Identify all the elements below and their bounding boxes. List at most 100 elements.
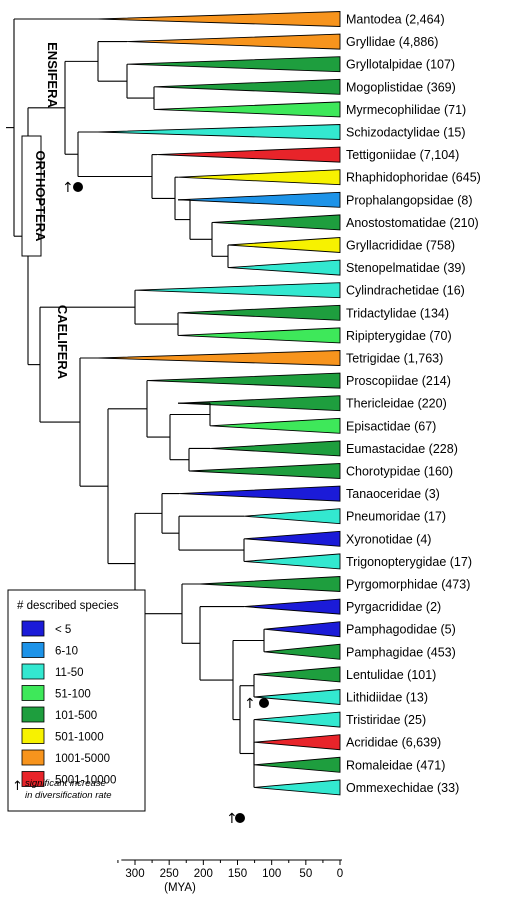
clade-triangle [146,372,341,389]
clade-labels: Mantodea (2,464) Gryllidae (4,886) Gryllot… [346,13,481,795]
clade-label: Thericleidae (220) [346,397,447,411]
legend-arrow-icon: ↑ [12,779,23,794]
tree-branches [6,18,265,788]
clade-triangle [243,508,341,525]
clade-triangle [177,327,341,344]
clade-triangle [243,553,341,570]
clade-label: Mogoplistidae (369) [346,80,456,94]
clade-triangle [253,779,341,796]
clade-triangle [253,666,341,683]
time-axis: 300 250 200 150 100 50 0 [117,859,343,880]
legend-swatch-label: 11-50 [55,667,84,679]
legend-items: < 5 6-10 11-50 51-100 101-500 501-1000 1001-50… [21,620,116,787]
axis-tick-label: 150 [228,868,247,880]
rate-shift-markers: ↑ ↑ ↑ [62,180,269,827]
axis-unit-label: (MYA) [164,882,196,894]
legend-swatch [21,706,45,723]
clade-triangle [177,395,341,412]
clade-triangle [153,101,341,118]
clade-label: Prophalangopsidae (8) [346,193,472,207]
legend-swatch [21,620,45,637]
legend-swatch [21,663,45,680]
legend-swatch-label: 501-1000 [55,732,104,744]
clade-triangle [243,530,341,547]
axis-tick-label: 300 [125,868,144,880]
clade-triangle [211,214,341,231]
clade-triangle [263,621,341,638]
clade-triangles [97,11,341,796]
clade-triangle [177,169,341,186]
clade-label: Gryllotalpidae (107) [346,58,455,72]
clade-triangle [177,191,341,208]
clade-label: Stenopelmatidae (39) [346,261,466,275]
clade-triangle [177,304,341,321]
orthoptera-box [21,135,42,257]
clade-triangle [199,576,341,592]
clade-label: Proscopiidae (214) [346,374,451,388]
clade-label: Trigonopterygidae (17) [346,555,472,569]
legend-swatch-label: 51-100 [55,689,91,701]
clade-label: Pyrgacrididae (2) [346,600,441,614]
clade-label: Cylindrachetidae (16) [346,284,465,298]
clade-triangle [126,33,341,50]
clade-triangle [253,711,341,728]
clade-triangle [156,146,341,163]
clade-triangle [263,643,341,660]
legend-swatch-label: 5001-10000 [55,775,116,787]
axis-tick-label: 100 [262,868,281,880]
clade-label: Gryllidae (4,886) [346,35,438,49]
legend-title: # described species [17,600,119,612]
clade-label: Pamphagodidae (5) [346,623,456,637]
clade-label: Tanaoceridae (3) [346,487,440,501]
clade-triangle [227,237,341,253]
clade-triangle [126,56,341,73]
rate-shift-arrow-icon: ↑ [62,180,74,196]
legend-note-line2: in diversification rate [25,790,112,801]
clade-label: Lentulidae (101) [346,668,436,682]
clade-label: Pamphagidae (453) [346,645,456,659]
legend-swatch-label: 1001-5000 [55,753,110,765]
clade-label: Xyronotidae (4) [346,532,431,546]
legend-note-line1: significant increase [25,778,106,789]
legend-swatch-label: < 5 [55,624,71,636]
rate-shift-dot [73,182,83,192]
legend-swatch [21,728,45,744]
clade-label: Rhaphidophoridae (645) [346,171,481,185]
clade-triangle [97,350,341,366]
clade-label: Schizodactylidae (15) [346,126,466,140]
rate-shift-dot [259,698,269,708]
clade-label: Romaleidae (471) [346,758,445,772]
caelifera-label: CAELIFERA [55,305,70,380]
legend-swatch [21,749,45,766]
clade-label: Ripipterygidae (70) [346,329,452,343]
clade-triangle [253,734,341,751]
clade-triangle [188,463,341,479]
species-legend: # described species < 5 6-10 11-50 51-100 10… [7,589,146,812]
rate-shift-arrow-icon: ↑ [226,811,238,827]
clade-triangle [253,756,341,773]
legend-swatch [21,685,45,701]
clade-label: Lithidiidae (13) [346,691,428,705]
clade-triangle [178,485,341,502]
clade-triangle [227,259,341,276]
legend-swatch-label: 101-500 [55,710,97,722]
clade-triangle [209,417,341,434]
clade-label: Tettigoniidae (7,104) [346,148,459,162]
orthoptera-label: ORTHOPTERA [33,151,48,243]
axis-tick-label: 250 [160,868,179,880]
clade-triangle [209,440,341,457]
rate-shift-dot [235,813,245,823]
legend-swatch [21,771,45,787]
axis-tick-label: 0 [337,868,343,880]
axis-tick-label: 50 [299,868,312,880]
legend-swatch [21,642,45,658]
clade-triangle [253,689,341,705]
clade-triangle [97,11,341,27]
clade-label: Anostostomatidae (210) [346,216,479,230]
clade-label: Episactidae (67) [346,419,436,433]
clade-label: Tridactylidae (134) [346,306,449,320]
clade-label: Tristiridae (25) [346,713,426,727]
ensifera-label: ENSIFERA [45,42,60,108]
clade-label: Pyrgomorphidae (473) [346,578,470,592]
